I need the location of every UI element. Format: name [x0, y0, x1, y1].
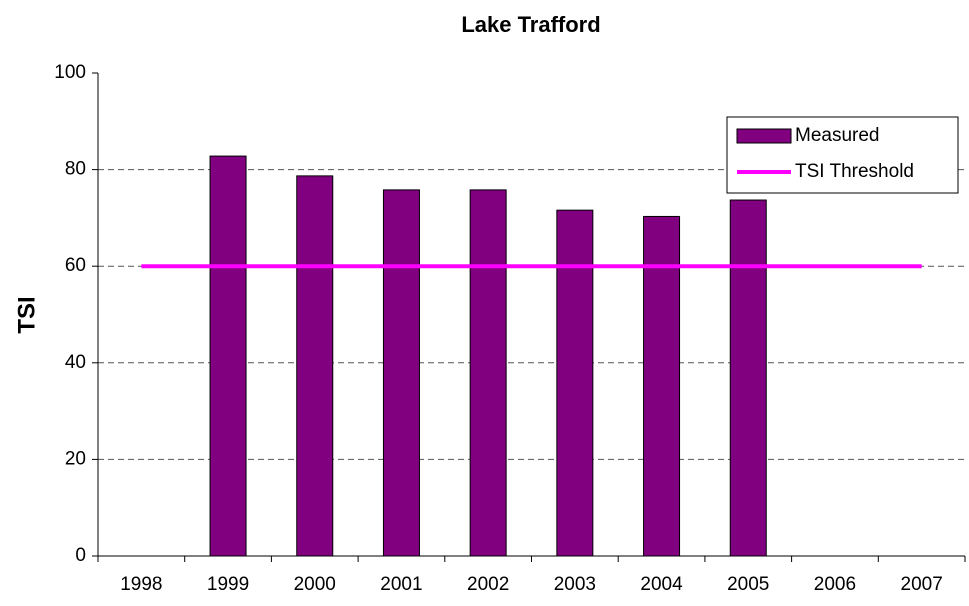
- bar: [729, 199, 767, 557]
- y-tick-label: 60: [65, 255, 86, 276]
- x-tick-label: 2004: [640, 574, 683, 595]
- x-tick-label: 1998: [120, 574, 162, 595]
- y-tick-label: 0: [75, 545, 86, 566]
- legend-label: TSI Threshold: [795, 161, 914, 182]
- x-tick-label: 2007: [901, 574, 943, 595]
- x-tick-label: 2003: [554, 574, 596, 595]
- y-tick-label: 20: [65, 448, 86, 469]
- bar: [296, 175, 334, 557]
- legend-label: Measured: [795, 125, 880, 146]
- bar: [209, 155, 247, 557]
- bar: [382, 189, 420, 557]
- x-tick-label: 2005: [727, 574, 769, 595]
- legend-swatch: [736, 128, 792, 144]
- bar: [469, 189, 507, 557]
- chart-title: Lake Trafford: [461, 12, 600, 37]
- x-tick-label: 1999: [207, 574, 249, 595]
- x-tick-label: 2001: [380, 574, 422, 595]
- y-tick-label: 40: [65, 352, 86, 373]
- bar: [556, 209, 594, 557]
- x-tick-label: 2006: [814, 574, 856, 595]
- y-tick-label: 100: [54, 62, 86, 83]
- y-axis-title: TSI: [13, 296, 40, 333]
- y-tick-label: 80: [65, 159, 86, 180]
- x-tick-label: 2000: [294, 574, 336, 595]
- bar: [643, 215, 681, 557]
- x-tick-label: 2002: [467, 574, 509, 595]
